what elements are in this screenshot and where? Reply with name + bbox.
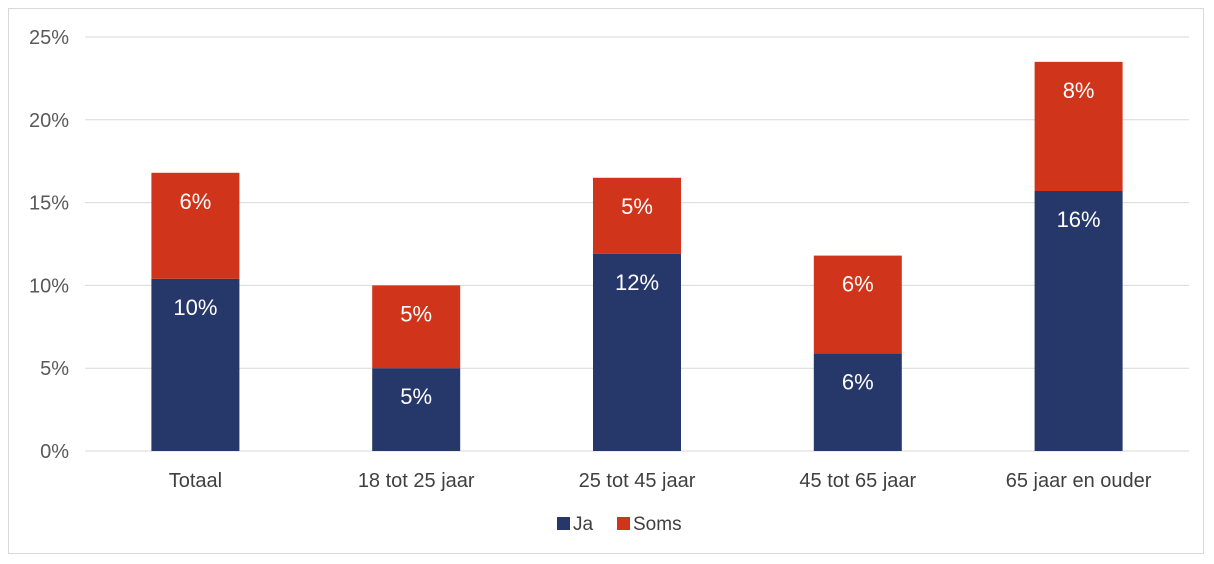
bar-ja [151, 278, 240, 451]
data-label: 5% [621, 194, 653, 219]
y-tick-label: 20% [29, 110, 69, 132]
legend: Ja Soms [557, 514, 682, 535]
y-tick-label: 25% [29, 27, 69, 49]
bar-ja [593, 253, 681, 451]
legend-label: Ja [573, 514, 594, 535]
data-label: 5% [400, 301, 432, 326]
y-tick-label: 0% [40, 441, 69, 463]
legend-label: Soms [633, 514, 682, 535]
bar-soms [151, 172, 240, 279]
data-labels: 10% 6% 5% 5% 12% 5% 6% 6% 16% 8% [173, 78, 1100, 409]
x-category-label: 45 tot 65 jaar [799, 470, 916, 492]
x-axis-categories: Totaal 18 tot 25 jaar 25 tot 45 jaar 45 tot… [169, 470, 1152, 492]
data-label: 6% [180, 189, 212, 214]
y-tick-label: 5% [40, 358, 69, 380]
bar-ja [372, 368, 461, 451]
y-tick-label: 10% [29, 275, 69, 297]
legend-swatch [617, 517, 630, 530]
y-tick-label: 15% [29, 193, 69, 215]
data-label: 6% [842, 272, 874, 297]
y-axis-ticks: 0% 5% 10% 15% 20% 25% [29, 27, 69, 463]
bar-soms [372, 285, 461, 369]
data-label: 12% [615, 270, 659, 295]
data-label: 5% [400, 384, 432, 409]
bars [151, 61, 1123, 451]
data-label: 8% [1063, 78, 1095, 103]
bar-soms [1034, 61, 1123, 192]
bar-soms [813, 255, 902, 354]
bar-ja [1034, 191, 1123, 451]
bar-ja [813, 353, 902, 451]
x-category-label: 25 tot 45 jaar [579, 470, 696, 492]
data-label: 6% [842, 369, 874, 394]
x-category-label: 65 jaar en ouder [1006, 470, 1152, 492]
data-label: 16% [1057, 207, 1101, 232]
bar-soms [593, 177, 681, 254]
legend-swatch [557, 517, 570, 530]
x-category-label: Totaal [169, 470, 222, 492]
x-category-label: 18 tot 25 jaar [358, 470, 475, 492]
data-label: 10% [173, 295, 217, 320]
chart-frame: 0% 5% 10% 15% 20% 25% 10% 6% 5% 5% 12% 5% 6% 6% 16% 8%… [8, 8, 1204, 554]
stacked-bar-chart: 0% 5% 10% 15% 20% 25% 10% 6% 5% 5% 12% 5% 6% 6% 16% 8%… [29, 27, 1189, 535]
